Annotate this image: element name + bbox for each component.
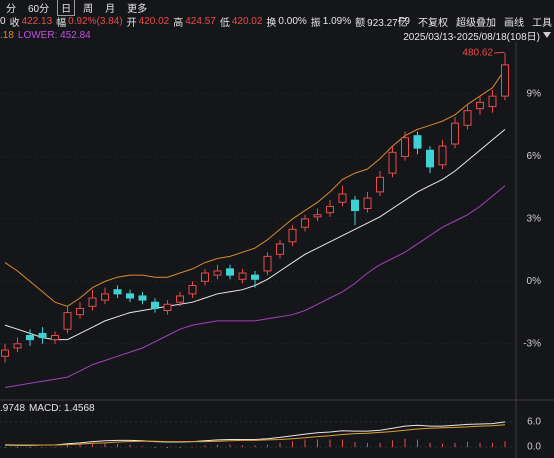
dropdown-icon <box>543 32 551 38</box>
tool-button[interactable]: F9 <box>398 15 410 27</box>
quote-label: 高 <box>173 17 184 29</box>
candle-body <box>238 272 247 280</box>
candle-body <box>13 343 22 349</box>
candle-body <box>163 303 172 312</box>
period-tab[interactable]: 更多 <box>127 3 148 15</box>
candle-body <box>138 295 147 301</box>
period-tab[interactable]: 周 <box>83 3 94 15</box>
candle-body <box>388 151 397 174</box>
candle-body <box>151 301 159 309</box>
tool-button[interactable]: 工具 <box>532 17 552 29</box>
y-tick-label: 9% <box>527 89 542 100</box>
tool-button[interactable]: 不复权 <box>418 17 448 29</box>
candle-body <box>363 197 372 210</box>
candle-body <box>451 122 459 145</box>
candle-body <box>251 274 259 280</box>
candle-body <box>463 110 472 126</box>
quote-label: 低 <box>219 17 230 29</box>
quote-value: 420.02 <box>138 15 170 27</box>
quote-row: 0 收 422.13 幅 0.92%(3.84) 开 420.02 高 424.57 低 420.0… <box>0 14 412 29</box>
candle-body <box>426 149 434 168</box>
period-tab[interactable]: 分 <box>6 3 16 15</box>
tool-button[interactable]: 画线 <box>504 17 524 29</box>
quote-value: 422.13 <box>21 15 53 27</box>
candle-body <box>176 295 184 303</box>
macd-row: .9748 MACD: 1.4568 <box>0 401 99 415</box>
candle-body <box>101 293 109 301</box>
period-tab[interactable]: 60分 <box>28 3 50 15</box>
y-tick-label: -3% <box>523 338 541 349</box>
candle-body <box>338 193 347 203</box>
quote-label: 收 <box>9 17 20 29</box>
macd-line <box>4 421 506 446</box>
period-tab[interactable]: 日 <box>57 0 76 16</box>
quote-label: 换 <box>266 17 277 29</box>
candle-body <box>313 214 322 218</box>
candle-body <box>188 285 197 295</box>
macd-line <box>4 424 506 446</box>
tool-button[interactable]: 超级叠加 <box>456 17 496 29</box>
candle-body <box>351 199 359 212</box>
indicator-value: .18 <box>0 29 14 41</box>
annotation-line <box>493 51 505 54</box>
candle-body <box>438 145 447 166</box>
candle-body <box>276 243 284 255</box>
candle-body <box>288 228 297 243</box>
y-tick-label: 3% <box>527 214 542 225</box>
candle-body <box>126 293 134 299</box>
tool-buttons: F9 不复权 超级叠加 画线 工具 <box>390 14 552 29</box>
quote-label: 额 <box>355 17 366 29</box>
indicator-lower: LOWER: 452.84 <box>17 29 91 41</box>
candle-body <box>63 312 72 330</box>
quote-label: 幅 <box>56 17 67 29</box>
quote-value: 1.09% <box>322 15 352 27</box>
candle-body <box>488 95 497 108</box>
candle-body <box>51 334 59 341</box>
max-annotation: 480.62 <box>462 48 493 59</box>
dif-value: .9748 <box>0 402 26 414</box>
candle-body <box>213 270 222 276</box>
quote-value: 0.00% <box>278 15 307 27</box>
candle-body <box>413 135 422 149</box>
quote-value: 420.02 <box>231 15 263 27</box>
candle-body <box>376 176 384 193</box>
indicator-row: .18 LOWER: 452.84 <box>0 28 95 42</box>
macd-tick-label: 0.0 <box>527 442 541 453</box>
y-tick-label: 6% <box>527 151 542 162</box>
date-range: 2025/03/13-2025/08/18(108日) <box>403 31 540 43</box>
quote-value: 424.57 <box>185 15 216 27</box>
candle-body <box>201 272 209 282</box>
period-tab[interactable]: 月 <box>105 3 116 15</box>
band-line <box>4 68 506 307</box>
candle-body <box>326 205 334 214</box>
candle-body <box>226 268 234 276</box>
macd-tick-label: 6.0 <box>527 417 541 428</box>
candle-body <box>301 218 309 228</box>
quote-label: 振 <box>310 17 321 29</box>
date-range-row: 2025/03/13-2025/08/18(108日) <box>403 28 540 43</box>
candle-body <box>113 289 122 295</box>
band-line <box>4 185 506 388</box>
candle-body <box>263 255 272 272</box>
candle-body <box>76 307 84 316</box>
candle-body <box>476 101 484 110</box>
candle-body <box>26 334 34 341</box>
candle-body <box>501 64 509 97</box>
quote-value: 923.27亿 <box>367 17 408 29</box>
y-tick-label: 0% <box>527 276 542 287</box>
candle-body <box>401 137 409 157</box>
period-tabs: 分 60分日周月更多 <box>2 0 155 16</box>
candle-body <box>88 297 97 307</box>
macd-value: MACD: 1.4568 <box>29 402 95 414</box>
candle-body <box>1 349 9 357</box>
quote-lead: 0 <box>0 15 6 27</box>
candle-body <box>38 332 47 339</box>
quote-value: 0.92%(3.84) <box>68 15 123 27</box>
quote-label: 开 <box>126 17 137 29</box>
